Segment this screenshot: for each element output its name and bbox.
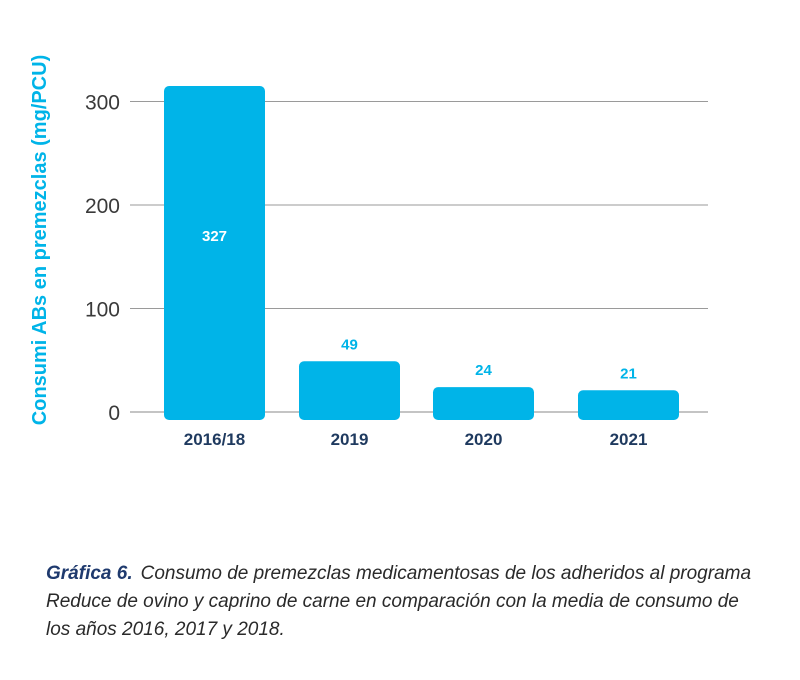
bar <box>433 387 534 420</box>
y-axis-label: Consumi ABs en premezclas (mg/PCU) <box>29 55 51 425</box>
bar <box>578 390 679 420</box>
y-tick-label: 200 <box>85 195 120 218</box>
bar <box>299 361 400 420</box>
y-tick-label: 0 <box>108 402 120 425</box>
category-label: 2016/18 <box>184 430 245 449</box>
bar <box>164 85 265 420</box>
figure-caption: Gráfica 6. Consumo de premezclas medicame… <box>46 560 766 644</box>
category-label: 2019 <box>331 430 369 449</box>
bars <box>164 85 679 420</box>
category-labels: 2016/18 2019 2020 2021 <box>184 430 648 449</box>
y-axis-ticks: 0 100 200 300 <box>85 92 120 426</box>
y-tick-label: 300 <box>85 92 120 115</box>
y-tick-label: 100 <box>85 299 120 322</box>
data-labels: 327 49 24 21 <box>202 228 637 382</box>
data-label: 327 <box>202 228 227 245</box>
bar-chart: 0 100 200 300 327 49 24 21 2016/18 2019 2020 2021… <box>29 55 708 449</box>
category-label: 2021 <box>610 430 648 449</box>
data-label: 49 <box>341 336 358 353</box>
data-label: 21 <box>620 365 637 382</box>
data-label: 24 <box>475 362 492 379</box>
caption-text: Consumo de premezclas medicamentosas de … <box>46 563 752 640</box>
category-label: 2020 <box>465 430 503 449</box>
caption-label: Gráfica 6. <box>46 563 133 584</box>
